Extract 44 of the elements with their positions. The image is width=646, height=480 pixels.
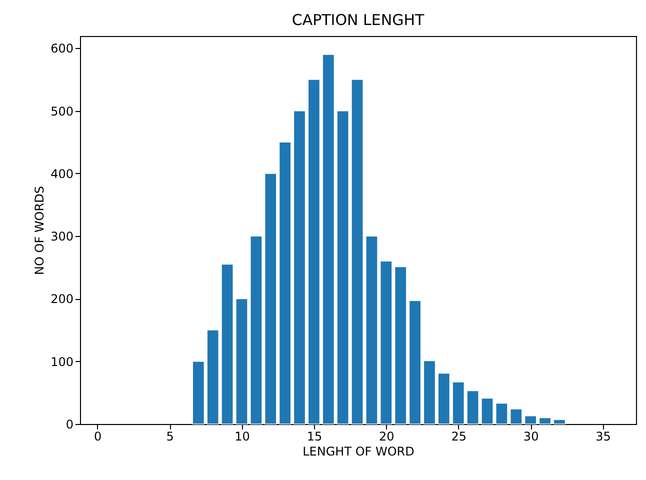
bar [278,142,292,424]
x-tick-label: 5 [166,430,174,444]
bar [466,390,479,424]
y-tick-label: 200 [50,292,74,306]
bar [206,330,219,424]
bar [221,264,234,424]
x-axis-title: LENGHT OF WORD [302,444,414,458]
bar [322,54,335,424]
y-tick-label: 0 [66,418,74,432]
bar [438,372,450,424]
bar [553,419,566,424]
bar [380,260,392,424]
x-tick-label: 25 [451,430,467,444]
bar [394,266,407,424]
bar [524,416,537,424]
bar [408,300,422,424]
bar [366,236,378,424]
bar [236,298,248,424]
bar [293,110,306,424]
bar [423,360,436,424]
x-tick-label: 15 [306,430,322,444]
bar [264,173,277,424]
y-tick-label: 600 [50,42,74,56]
bar [452,382,464,424]
chart-title: CAPTION LENGHT [292,11,425,29]
x-tick-label: 30 [523,430,539,444]
y-tick-label: 500 [50,104,74,118]
y-axis-title: NO OF WORDS [32,186,47,275]
bar [250,236,262,424]
bar [192,361,205,424]
bar [351,79,364,424]
bar [496,402,508,424]
y-tick-label: 300 [50,230,74,244]
y-tick-label: 400 [50,166,74,181]
y-tick-label: 100 [50,354,74,369]
x-tick-label: 20 [379,430,394,444]
x-tick-label: 35 [596,430,611,444]
bar [538,417,552,424]
bar [336,110,349,424]
bar [308,79,320,424]
bar [481,398,494,424]
x-tick-label: 10 [234,430,250,444]
x-tick-label: 0 [94,430,102,444]
bar [510,408,522,424]
